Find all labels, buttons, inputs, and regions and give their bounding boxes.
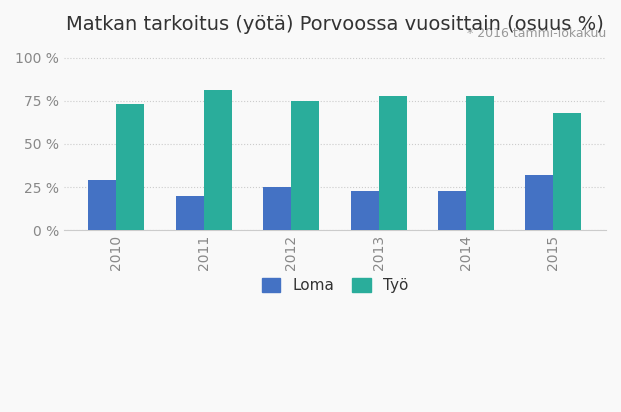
Bar — [204, 91, 232, 230]
Bar — [263, 187, 291, 230]
Bar — [466, 96, 494, 230]
Bar — [116, 104, 144, 230]
Bar — [88, 180, 116, 230]
Legend: Loma, Työ: Loma, Työ — [254, 270, 416, 301]
Bar — [291, 101, 319, 230]
Bar — [525, 175, 553, 230]
Bar — [438, 190, 466, 230]
Text: * 2016 tammi-lokakuu: * 2016 tammi-lokakuu — [467, 27, 606, 40]
Bar — [379, 96, 407, 230]
Bar — [553, 113, 581, 230]
Bar — [351, 190, 379, 230]
Title: Matkan tarkoitus (yötä) Porvoossa vuosittain (osuus %): Matkan tarkoitus (yötä) Porvoossa vuosit… — [66, 15, 604, 34]
Bar — [176, 196, 204, 230]
